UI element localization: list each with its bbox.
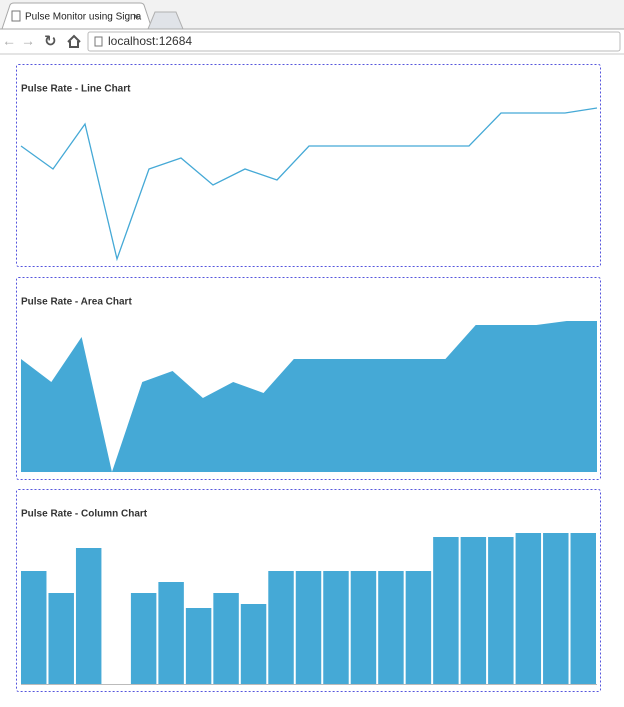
pulse-bar — [378, 571, 404, 684]
pulse-bar — [158, 582, 184, 684]
pulse-bar — [488, 537, 514, 684]
pulse-bar — [48, 593, 74, 684]
pulse-bar — [460, 537, 487, 684]
pulse-bar — [185, 608, 212, 684]
pulse-bar — [213, 593, 239, 684]
pulse-bar — [350, 571, 377, 684]
url: localhost:12684 — [108, 34, 192, 48]
reload-button[interactable]: ↻ — [44, 33, 57, 50]
pulse-area — [21, 321, 597, 472]
pulse-bar — [543, 533, 569, 684]
pulse-bar — [570, 533, 596, 684]
pulse-bar — [295, 571, 322, 684]
tab-close[interactable]: × — [133, 11, 139, 23]
pulse-bar — [405, 571, 432, 684]
chart-title: Pulse Rate - Area Chart — [21, 297, 132, 308]
pulse-bar — [433, 537, 459, 684]
back-button[interactable]: ← — [2, 33, 16, 49]
pulse-bar — [75, 548, 102, 684]
pulse-bar — [323, 571, 349, 684]
page-icon — [94, 36, 103, 47]
forward-button[interactable]: → — [21, 33, 35, 49]
home-button[interactable] — [67, 34, 81, 48]
page-icon — [11, 10, 21, 22]
tab-title: Pulse Monitor using Signa — [25, 12, 142, 23]
pulse-line — [20, 107, 598, 262]
pulse-bar — [21, 571, 47, 684]
active-tab[interactable] — [1, 2, 153, 30]
pulse-bar — [268, 571, 294, 684]
chart-title: Pulse Rate - Column Chart — [21, 509, 148, 520]
chart-panel — [16, 64, 601, 267]
pulse-bar — [240, 604, 267, 684]
chart-panel — [16, 277, 601, 480]
chart-title: Pulse Rate - Line Chart — [21, 84, 131, 95]
pulse-bar — [515, 533, 542, 684]
chart-panel — [16, 489, 601, 692]
address-bar[interactable] — [87, 31, 621, 52]
pulse-bar — [130, 593, 157, 684]
